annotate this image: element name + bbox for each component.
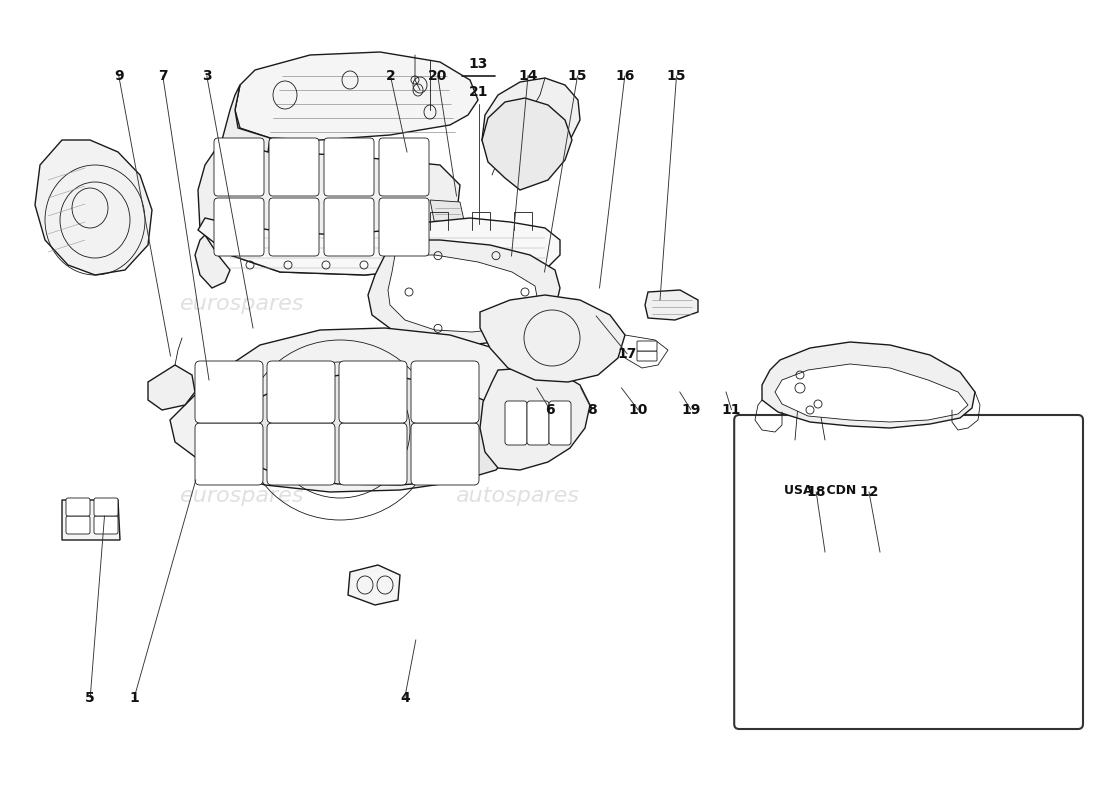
Text: 3: 3 — [202, 69, 211, 83]
Text: autospares: autospares — [455, 486, 579, 506]
Polygon shape — [388, 255, 538, 332]
Text: 18: 18 — [806, 485, 826, 499]
FancyBboxPatch shape — [94, 498, 118, 516]
Text: autospares: autospares — [455, 294, 579, 314]
Polygon shape — [210, 375, 515, 485]
FancyBboxPatch shape — [339, 361, 407, 423]
Polygon shape — [170, 328, 535, 492]
FancyBboxPatch shape — [527, 401, 549, 445]
Text: 12: 12 — [859, 485, 879, 499]
FancyBboxPatch shape — [339, 423, 407, 485]
Polygon shape — [776, 364, 968, 422]
FancyBboxPatch shape — [267, 361, 336, 423]
Polygon shape — [482, 98, 572, 190]
Text: 19: 19 — [681, 402, 701, 417]
Polygon shape — [148, 365, 195, 410]
Text: 7: 7 — [158, 69, 167, 83]
Text: 2: 2 — [386, 69, 395, 83]
Polygon shape — [645, 290, 698, 320]
Polygon shape — [480, 368, 590, 470]
FancyBboxPatch shape — [270, 198, 319, 256]
Polygon shape — [222, 85, 270, 172]
Polygon shape — [348, 565, 400, 605]
Text: 20: 20 — [428, 69, 448, 83]
Polygon shape — [482, 78, 580, 182]
FancyBboxPatch shape — [549, 401, 571, 445]
Text: USA - CDN: USA - CDN — [784, 483, 856, 497]
Text: eurospares: eurospares — [179, 486, 305, 506]
Text: 17: 17 — [617, 346, 637, 361]
FancyBboxPatch shape — [734, 415, 1084, 729]
Text: 4: 4 — [400, 690, 409, 705]
FancyBboxPatch shape — [66, 498, 90, 516]
Polygon shape — [195, 235, 230, 288]
FancyBboxPatch shape — [195, 423, 263, 485]
Text: eurospares: eurospares — [179, 294, 305, 314]
FancyBboxPatch shape — [195, 361, 263, 423]
FancyBboxPatch shape — [379, 138, 429, 196]
FancyBboxPatch shape — [411, 423, 478, 485]
Polygon shape — [762, 342, 975, 428]
FancyBboxPatch shape — [637, 341, 657, 351]
FancyBboxPatch shape — [379, 198, 429, 256]
Text: 16: 16 — [615, 69, 635, 83]
FancyBboxPatch shape — [66, 516, 90, 534]
Text: 6: 6 — [546, 402, 554, 417]
FancyBboxPatch shape — [94, 516, 118, 534]
Polygon shape — [430, 200, 465, 225]
Text: 21: 21 — [469, 85, 488, 99]
FancyBboxPatch shape — [214, 198, 264, 256]
Polygon shape — [35, 140, 152, 275]
Polygon shape — [368, 240, 560, 345]
Polygon shape — [198, 140, 460, 275]
Text: 9: 9 — [114, 69, 123, 83]
FancyBboxPatch shape — [214, 138, 264, 196]
Text: 5: 5 — [86, 690, 95, 705]
Polygon shape — [480, 295, 625, 382]
FancyBboxPatch shape — [267, 423, 336, 485]
Polygon shape — [62, 500, 120, 540]
Text: 10: 10 — [628, 402, 648, 417]
Text: 15: 15 — [667, 69, 686, 83]
Text: 14: 14 — [518, 69, 538, 83]
FancyBboxPatch shape — [637, 351, 657, 361]
FancyBboxPatch shape — [324, 138, 374, 196]
FancyBboxPatch shape — [411, 361, 478, 423]
Text: 8: 8 — [587, 402, 596, 417]
FancyBboxPatch shape — [324, 198, 374, 256]
Text: 1: 1 — [130, 690, 139, 705]
Polygon shape — [198, 218, 560, 285]
Text: 11: 11 — [722, 402, 741, 417]
FancyBboxPatch shape — [270, 138, 319, 196]
Text: 15: 15 — [568, 69, 587, 83]
FancyBboxPatch shape — [505, 401, 527, 445]
Polygon shape — [235, 52, 478, 140]
Text: 13: 13 — [469, 57, 488, 71]
